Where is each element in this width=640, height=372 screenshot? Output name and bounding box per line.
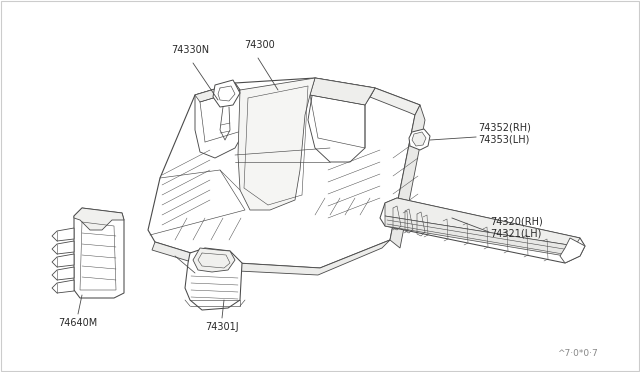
Text: 74640M: 74640M	[58, 318, 98, 328]
Polygon shape	[560, 238, 585, 263]
Text: 74321(LH): 74321(LH)	[490, 229, 541, 239]
Polygon shape	[195, 83, 245, 158]
Polygon shape	[52, 241, 74, 254]
Polygon shape	[52, 228, 74, 241]
Polygon shape	[409, 129, 430, 150]
Polygon shape	[152, 240, 390, 275]
Text: 74352(RH): 74352(RH)	[478, 123, 531, 133]
Polygon shape	[74, 208, 124, 230]
Text: 74300: 74300	[244, 40, 275, 50]
Polygon shape	[148, 78, 420, 268]
Polygon shape	[52, 267, 74, 280]
Polygon shape	[385, 216, 575, 256]
Text: ^7·0*0·7: ^7·0*0·7	[557, 349, 598, 358]
Text: 74330N: 74330N	[171, 45, 209, 55]
Text: 74320(RH): 74320(RH)	[490, 217, 543, 227]
Polygon shape	[308, 78, 375, 162]
Polygon shape	[310, 78, 375, 105]
Polygon shape	[412, 132, 426, 146]
Polygon shape	[385, 198, 580, 246]
Polygon shape	[52, 280, 74, 293]
Polygon shape	[213, 80, 240, 107]
Text: 74301J: 74301J	[205, 322, 239, 332]
Text: 74353(LH): 74353(LH)	[478, 135, 529, 145]
Polygon shape	[52, 254, 74, 267]
Polygon shape	[74, 208, 124, 298]
Polygon shape	[238, 78, 315, 210]
Polygon shape	[380, 198, 585, 263]
Polygon shape	[195, 83, 240, 102]
Polygon shape	[193, 248, 235, 272]
Polygon shape	[390, 105, 425, 248]
Polygon shape	[370, 88, 420, 115]
Polygon shape	[185, 248, 242, 310]
